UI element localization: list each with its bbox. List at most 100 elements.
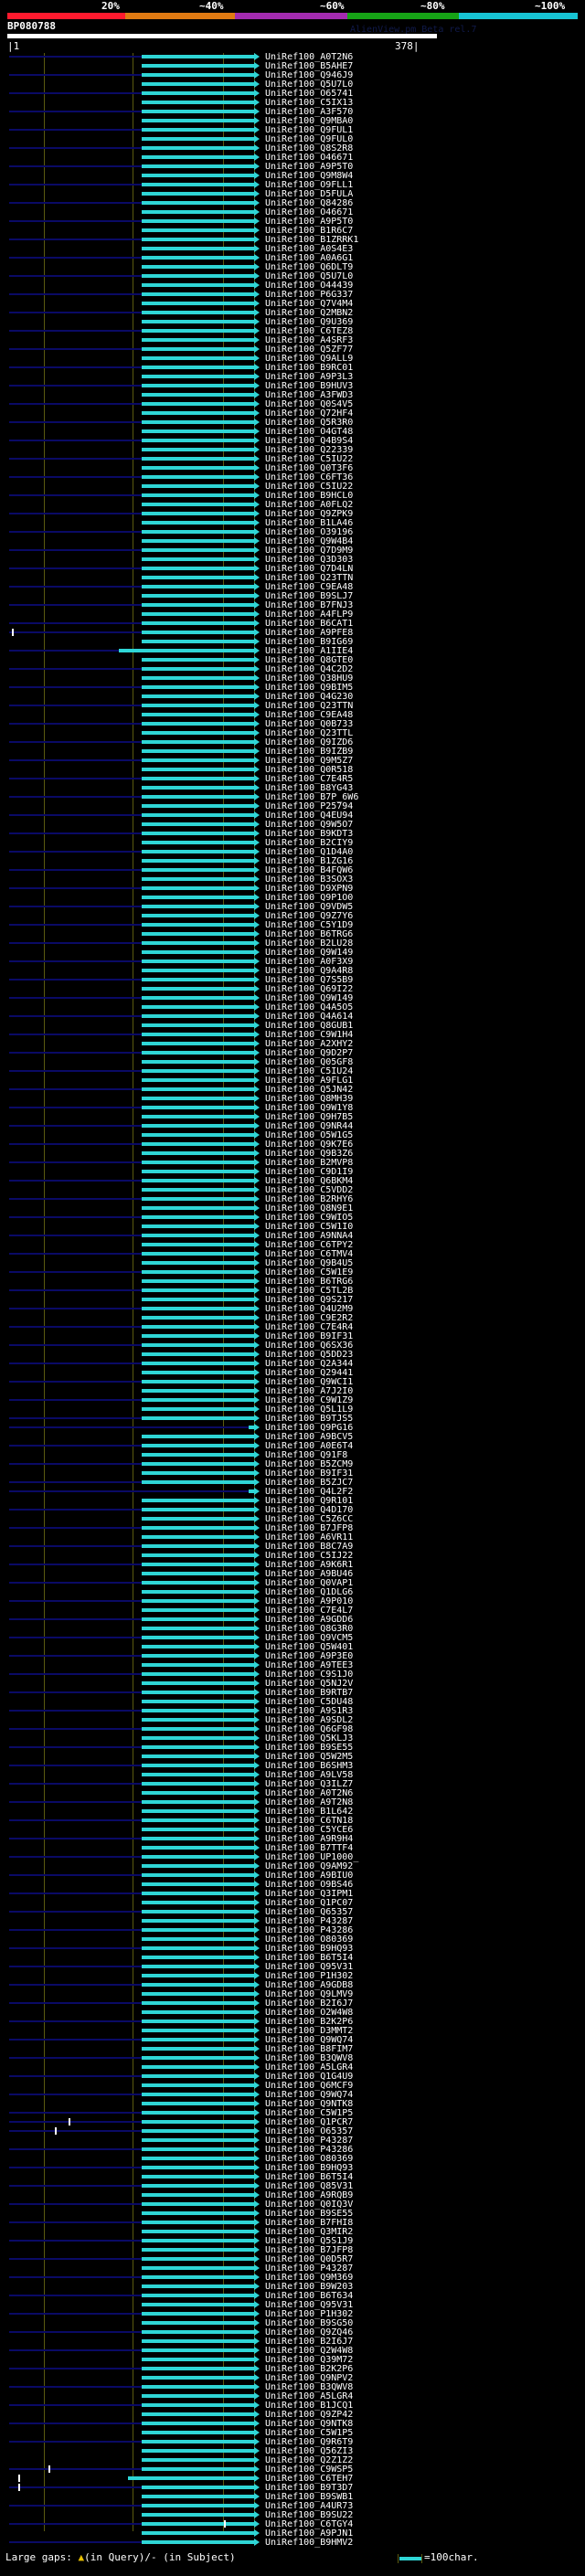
hit-row[interactable]: UniRef100_Q9W5O7 — [0, 820, 585, 830]
hit-row[interactable]: UniRef100_Q95V31 — [0, 1962, 585, 1972]
hit-bar[interactable] — [142, 2412, 254, 2416]
hit-bar[interactable] — [142, 896, 254, 899]
subject-id-label[interactable]: UniRef100_C9WSP5 — [265, 2465, 354, 2475]
subject-id-label[interactable]: UniRef100_Q56ZI3 — [265, 2446, 354, 2456]
subject-id-label[interactable]: UniRef100_Q1PCR7 — [265, 2117, 354, 2127]
hit-bar[interactable] — [142, 1133, 254, 1137]
hit-row[interactable]: UniRef100_Q9ALL9 — [0, 354, 585, 364]
subject-id-label[interactable]: UniRef100_C6TGY4 — [265, 2519, 354, 2529]
hit-bar[interactable] — [142, 576, 254, 579]
hit-bar[interactable] — [142, 1736, 254, 1740]
hit-bar[interactable] — [142, 1179, 254, 1182]
hit-row[interactable]: UniRef100_O46671 — [0, 207, 585, 217]
subject-id-label[interactable]: UniRef100_Q9P1O0 — [265, 893, 354, 903]
hit-bar[interactable] — [142, 1709, 254, 1712]
subject-id-label[interactable]: UniRef100_Q9NR44 — [265, 1121, 354, 1131]
hit-row[interactable]: UniRef100_Q3MIR2 — [0, 2227, 585, 2237]
subject-id-label[interactable]: UniRef100_Q9PG16 — [265, 1423, 354, 1433]
hit-bar[interactable] — [142, 950, 254, 954]
subject-id-label[interactable]: UniRef100_Q1PC07 — [265, 1898, 354, 1908]
hit-bar[interactable] — [142, 1398, 254, 1402]
hit-row[interactable]: UniRef100_Q5S1J9 — [0, 2236, 585, 2246]
subject-id-label[interactable]: UniRef100_Q0S4V5 — [265, 399, 354, 409]
subject-id-label[interactable]: UniRef100_Q9K7E6 — [265, 1140, 354, 1150]
subject-id-label[interactable]: UniRef100_O46671 — [265, 207, 354, 217]
subject-id-label[interactable]: UniRef100_C5TL2B — [265, 1286, 354, 1296]
hit-bar[interactable] — [142, 2193, 254, 2197]
hit-row[interactable]: UniRef100_A9BIU0 — [0, 1871, 585, 1881]
hit-bar[interactable] — [142, 210, 254, 214]
hit-row[interactable]: UniRef100_C5VDD2 — [0, 1185, 585, 1195]
hit-row[interactable]: UniRef100_B9TJS5 — [0, 1414, 585, 1424]
hit-row[interactable]: UniRef100_Q3D303 — [0, 555, 585, 565]
hit-row[interactable]: UniRef100_Q5U7L0 — [0, 80, 585, 90]
hit-bar[interactable] — [142, 2312, 254, 2316]
subject-id-label[interactable]: UniRef100_Q9R101 — [265, 1496, 354, 1506]
hit-row[interactable]: UniRef100_Q91F8 — [0, 1450, 585, 1460]
hit-row[interactable]: UniRef100_Q38HU9 — [0, 673, 585, 684]
subject-id-label[interactable]: UniRef100_Q0D5R7 — [265, 2254, 354, 2264]
hit-row[interactable]: UniRef100_Q4D170 — [0, 1505, 585, 1515]
hit-row[interactable]: UniRef100_Q7S5B9 — [0, 975, 585, 985]
subject-id-label[interactable]: UniRef100_A4SRF3 — [265, 335, 354, 345]
hit-bar[interactable] — [142, 1663, 254, 1667]
hit-row[interactable]: UniRef100_B1R6C7 — [0, 226, 585, 236]
hit-bar[interactable] — [142, 1892, 254, 1895]
hit-bar[interactable] — [142, 1371, 254, 1374]
hit-row[interactable]: UniRef100_B7FHI8 — [0, 2218, 585, 2228]
hit-bar[interactable] — [142, 164, 254, 168]
subject-id-label[interactable]: UniRef100_Q5R3R0 — [265, 418, 354, 428]
hit-bar[interactable] — [142, 1499, 254, 1502]
hit-bar[interactable] — [142, 493, 254, 497]
hit-row[interactable]: UniRef100_B7P_6W6 — [0, 792, 585, 802]
subject-id-label[interactable]: UniRef100_A6VR11 — [265, 1532, 354, 1542]
hit-bar[interactable] — [142, 1106, 254, 1109]
hit-row[interactable]: UniRef100_A9TEE3 — [0, 1660, 585, 1670]
hit-bar[interactable] — [142, 2358, 254, 2361]
hit-bar[interactable] — [142, 201, 254, 205]
subject-id-label[interactable]: UniRef100_C5IX13 — [265, 98, 354, 108]
subject-id-label[interactable]: UniRef100_C6TEZ8 — [265, 326, 354, 336]
hit-bar[interactable] — [142, 1097, 254, 1100]
hit-row[interactable]: UniRef100_Q4A5O5 — [0, 1002, 585, 1012]
hit-bar[interactable] — [142, 2138, 254, 2142]
subject-id-label[interactable]: UniRef100_A9P3E0 — [265, 1651, 354, 1661]
subject-id-label[interactable]: UniRef100_Q9B4U5 — [265, 1258, 354, 1268]
subject-id-label[interactable]: UniRef100_Q9W149 — [265, 948, 354, 958]
subject-id-label[interactable]: UniRef100_B3SOX3 — [265, 875, 354, 885]
hit-bar[interactable] — [142, 2111, 254, 2115]
subject-id-label[interactable]: UniRef100_B6SHM3 — [265, 1761, 354, 1771]
subject-id-label[interactable]: UniRef100_Q6GF98 — [265, 1724, 354, 1734]
hit-row[interactable]: UniRef100_B6TRG6 — [0, 929, 585, 939]
subject-id-label[interactable]: UniRef100_A9NNA4 — [265, 1231, 354, 1241]
subject-id-label[interactable]: UniRef100_Q69I22 — [265, 984, 354, 994]
hit-row[interactable]: UniRef100_B3QWV8 — [0, 2053, 585, 2063]
hit-row[interactable]: UniRef100_Q84286 — [0, 198, 585, 208]
hit-row[interactable]: UniRef100_Q95V31 — [0, 2300, 585, 2310]
subject-id-label[interactable]: UniRef100_B9SWB1 — [265, 2492, 354, 2502]
hit-bar[interactable] — [142, 731, 254, 735]
hit-bar[interactable] — [142, 2221, 254, 2224]
subject-id-label[interactable]: UniRef100_Q72HF4 — [265, 408, 354, 419]
subject-id-label[interactable]: UniRef100_A9GDD6 — [265, 1615, 354, 1625]
hit-bar[interactable] — [142, 1791, 254, 1795]
hit-bar[interactable] — [142, 64, 254, 68]
hit-row[interactable]: UniRef100_Q5W401 — [0, 1642, 585, 1652]
subject-id-label[interactable]: UniRef100_Q4D170 — [265, 1505, 354, 1515]
hit-bar[interactable] — [142, 283, 254, 287]
hit-row[interactable]: UniRef100_B9SG50 — [0, 2318, 585, 2328]
hit-bar[interactable] — [142, 795, 254, 799]
hit-bar[interactable] — [142, 585, 254, 588]
hit-bar[interactable] — [142, 1553, 254, 1557]
hit-bar[interactable] — [142, 1581, 254, 1585]
hit-bar[interactable] — [142, 2294, 254, 2297]
hit-bar[interactable] — [142, 822, 254, 826]
subject-id-label[interactable]: UniRef100_A3FWD3 — [265, 390, 354, 400]
hit-row[interactable]: UniRef100_C5W1P5 — [0, 2428, 585, 2438]
hit-bar[interactable] — [142, 2175, 254, 2178]
subject-id-label[interactable]: UniRef100_B4FQW6 — [265, 865, 354, 875]
hit-bar[interactable] — [142, 786, 254, 790]
hit-row[interactable]: UniRef100_B7JFP8 — [0, 1523, 585, 1533]
hit-bar[interactable] — [142, 1078, 254, 1082]
subject-id-label[interactable]: UniRef100_Q6MCF9 — [265, 2081, 354, 2091]
